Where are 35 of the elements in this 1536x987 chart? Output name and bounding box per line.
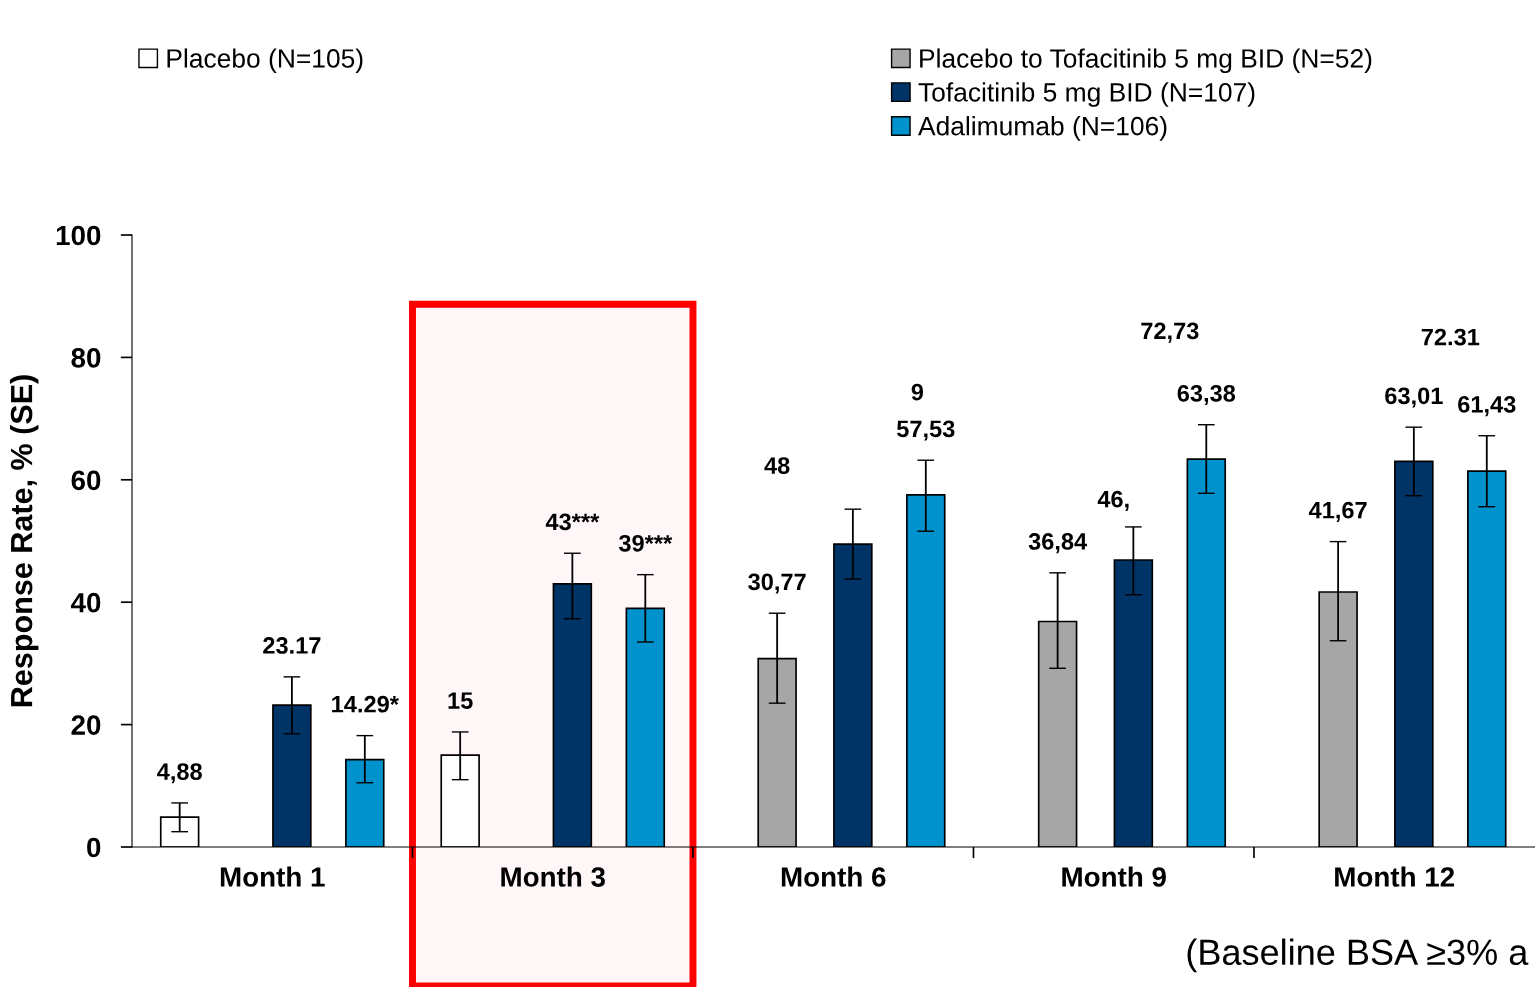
data-label: 23.17	[263, 637, 321, 654]
legend-label: Adalimumab (N=106)	[918, 116, 1167, 141]
legend-label: Tofacitinib 5 mg BID (N=107)	[918, 82, 1255, 107]
data-label: 39***	[618, 534, 673, 552]
annotation: 46,	[1097, 490, 1129, 511]
data-label: 4,88	[157, 763, 202, 784]
data-label: 41,67	[1308, 501, 1367, 523]
x-tick-label: Month 6	[781, 866, 886, 887]
data-label: 15	[448, 692, 473, 709]
data-label: 36,84	[1028, 533, 1088, 554]
y-tick-label: 40	[70, 592, 101, 613]
data-label: 63,38	[1177, 384, 1236, 406]
y-tick-label: 0	[87, 837, 101, 858]
y-tick-label: 60	[71, 470, 101, 491]
annotation: 9	[911, 383, 924, 401]
x-tick-label: Month 9	[1062, 866, 1166, 887]
y-tick-label: 80	[71, 348, 101, 368]
y-tick-label: 20	[71, 715, 101, 735]
x-tick-label: Month 1	[220, 866, 325, 887]
y-tick-label: 100	[56, 225, 101, 246]
data-label: 61,43	[1458, 395, 1516, 417]
data-label: 14.29*	[332, 695, 399, 713]
y-axis-title: Response Rate, % (SE)	[9, 375, 39, 707]
annotation: 72.31	[1421, 328, 1480, 346]
annotation: 72,73	[1141, 322, 1199, 343]
data-label: 63,01	[1385, 387, 1443, 408]
data-label: 57,53	[896, 420, 955, 441]
data-label: 43***	[545, 513, 600, 531]
legend-label: Placebo to Tofacitinib 5 mg BID (N=52)	[920, 48, 1372, 74]
annotation: 48	[764, 457, 790, 474]
legend-label: Placebo (N=105)	[167, 48, 363, 74]
x-tick-label: Month 12	[1335, 866, 1455, 887]
text: (Baseline BSA ≥3% a	[1187, 938, 1529, 973]
x-tick-label: Month 3	[501, 866, 605, 887]
data-label: 30,77	[748, 573, 806, 594]
